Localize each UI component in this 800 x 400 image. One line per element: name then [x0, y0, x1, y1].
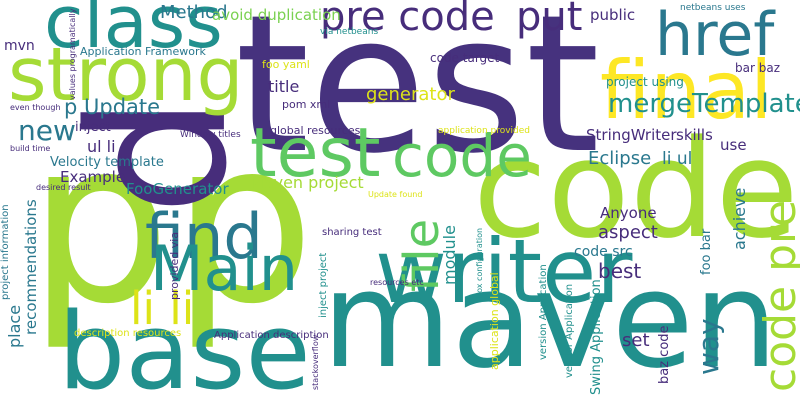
word: code src — [574, 244, 633, 260]
word: foo bar — [699, 228, 714, 275]
word: box configuration — [475, 228, 484, 298]
word: mvn — [4, 38, 35, 54]
word: base — [58, 290, 311, 400]
word: StringWriter — [586, 126, 677, 144]
word: li ul — [662, 149, 692, 169]
word: Velocity template — [50, 155, 164, 170]
word: Anyone — [600, 204, 657, 222]
word: class — [44, 0, 223, 64]
word: Application description — [214, 330, 329, 341]
word: ul li — [87, 137, 116, 156]
word: code — [392, 122, 532, 190]
word: mergeTemplate — [608, 89, 800, 119]
word: Example — [60, 168, 125, 186]
word: new — [18, 114, 76, 147]
word: inject — [75, 120, 111, 135]
word: p Update — [64, 95, 160, 119]
word: application global — [488, 272, 501, 370]
word: netbeans uses — [680, 3, 746, 13]
word: global resources — [270, 124, 361, 137]
word: Maven project — [250, 173, 364, 192]
word: pom xml — [282, 98, 330, 111]
word: desired result — [36, 183, 91, 192]
word: aspect — [598, 222, 658, 243]
word: Application Framework — [80, 45, 206, 58]
word: put — [516, 0, 582, 40]
word: public — [590, 6, 635, 24]
word: set — [622, 330, 650, 351]
word: writer — [375, 220, 633, 323]
word: pre code — [320, 0, 495, 40]
word: resources etc — [370, 278, 424, 287]
word: achieve — [730, 188, 749, 250]
word: title — [268, 77, 299, 96]
word: href — [655, 0, 776, 70]
word: inject project — [318, 253, 329, 318]
word: code target — [430, 51, 500, 65]
word: even though — [10, 103, 61, 112]
word: application provided — [438, 126, 530, 136]
word: baz code — [657, 325, 672, 384]
word: maven — [322, 244, 778, 398]
word: Swing Application — [589, 279, 604, 395]
word: generator — [366, 84, 455, 105]
word: p — [172, 92, 315, 354]
word: via netbeans — [320, 27, 378, 37]
word: final — [600, 44, 772, 137]
word: use — [720, 136, 747, 154]
word: p — [28, 92, 171, 354]
word: code — [473, 111, 799, 268]
word: bar baz — [735, 61, 780, 75]
word: stackoverflow — [311, 334, 320, 390]
word: test — [250, 114, 381, 193]
word: p — [75, 95, 296, 216]
word: Main — [150, 232, 298, 305]
word: place — [5, 305, 24, 348]
word: values programatically — [68, 8, 77, 100]
word: code pre — [755, 200, 800, 392]
word: Window titles — [180, 130, 241, 140]
word: avoid duplication — [212, 6, 341, 24]
word: build time — [10, 144, 50, 153]
word: vendor Application — [564, 284, 575, 378]
word: foo yaml — [262, 58, 310, 71]
word: sharing test — [322, 227, 382, 238]
word: FooGenerator — [126, 180, 229, 198]
word: way — [692, 318, 725, 375]
word: skills — [676, 126, 713, 144]
word: Method — [160, 2, 228, 23]
word: file — [394, 219, 450, 292]
word: project using — [606, 75, 684, 89]
word: strong — [8, 32, 244, 118]
word: recommendations — [22, 199, 40, 335]
word: Eclipse — [588, 148, 651, 169]
word: Update found — [368, 190, 422, 199]
word: provided via — [168, 232, 181, 300]
word: description resources — [74, 328, 181, 339]
word: project information — [0, 204, 11, 300]
word: find — [145, 200, 263, 273]
word: test — [235, 0, 600, 195]
word: li li — [130, 282, 194, 335]
word: module — [440, 225, 459, 285]
word: version Application — [538, 264, 549, 360]
word: best — [598, 259, 641, 283]
